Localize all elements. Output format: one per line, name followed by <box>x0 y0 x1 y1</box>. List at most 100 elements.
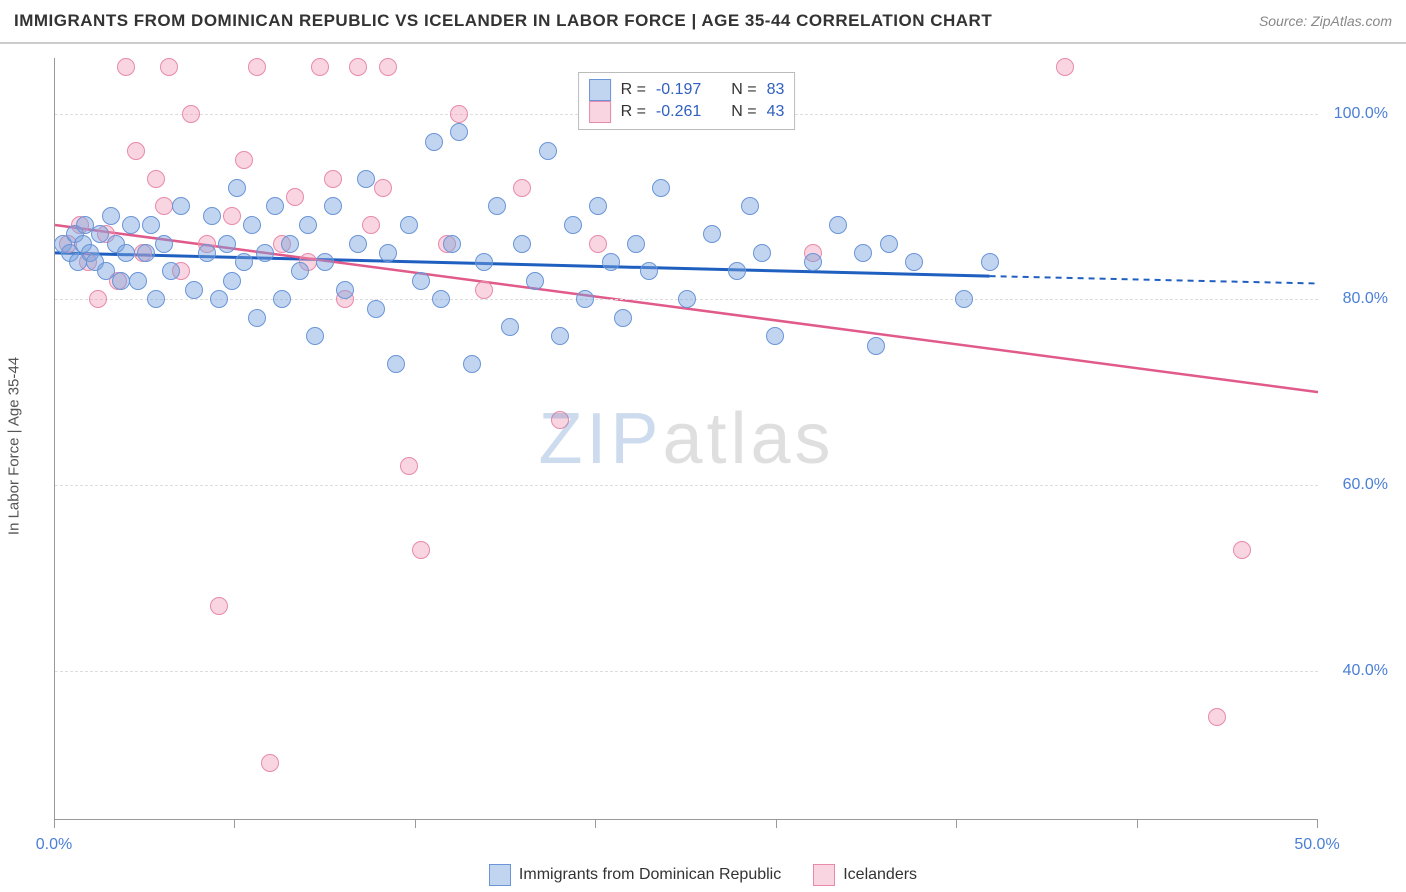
data-point <box>589 197 607 215</box>
data-point <box>829 216 847 234</box>
data-point <box>703 225 721 243</box>
data-point <box>905 253 923 271</box>
plot-container: ZIPatlas R = -0.197 N = 83 R = -0.261 N … <box>44 44 1398 848</box>
data-point <box>379 244 397 262</box>
data-point <box>526 272 544 290</box>
data-point <box>867 337 885 355</box>
data-point <box>804 253 822 271</box>
data-point <box>551 327 569 345</box>
data-point <box>678 290 696 308</box>
data-point <box>475 281 493 299</box>
data-point <box>117 244 135 262</box>
data-point <box>432 290 450 308</box>
y-tick-label: 80.0% <box>1343 290 1388 308</box>
chart-title: IMMIGRANTS FROM DOMINICAN REPUBLIC VS IC… <box>14 11 992 31</box>
x-tick <box>595 820 596 828</box>
data-point <box>400 457 418 475</box>
data-point <box>443 235 461 253</box>
data-point <box>854 244 872 262</box>
data-point <box>362 216 380 234</box>
correlation-legend: R = -0.197 N = 83 R = -0.261 N = 43 <box>578 72 796 130</box>
gridline <box>55 671 1318 672</box>
data-point <box>324 197 342 215</box>
data-point <box>753 244 771 262</box>
data-point <box>223 207 241 225</box>
data-point <box>281 235 299 253</box>
watermark: ZIPatlas <box>538 398 834 480</box>
data-point <box>357 170 375 188</box>
x-tick <box>415 820 416 828</box>
x-tick <box>1317 820 1318 828</box>
data-point <box>652 179 670 197</box>
data-point <box>266 197 284 215</box>
data-point <box>198 244 216 262</box>
n-value-2: 43 <box>767 103 785 121</box>
x-tick <box>54 820 55 828</box>
data-point <box>273 290 291 308</box>
data-point <box>155 235 173 253</box>
data-point <box>1208 708 1226 726</box>
legend-label-1: Immigrants from Dominican Republic <box>519 866 781 884</box>
data-point <box>412 541 430 559</box>
y-tick-label: 40.0% <box>1343 662 1388 680</box>
data-point <box>349 235 367 253</box>
data-point <box>475 253 493 271</box>
legend-item-series1: Immigrants from Dominican Republic <box>489 864 781 886</box>
data-point <box>1056 58 1074 76</box>
data-point <box>450 105 468 123</box>
swatch-blue <box>489 864 511 886</box>
data-point <box>1233 541 1251 559</box>
x-tick <box>234 820 235 828</box>
x-tick <box>1137 820 1138 828</box>
legend-item-series2: Icelanders <box>813 864 917 886</box>
x-tick <box>776 820 777 828</box>
data-point <box>589 235 607 253</box>
data-point <box>223 272 241 290</box>
data-point <box>235 151 253 169</box>
data-point <box>286 188 304 206</box>
watermark-suffix: atlas <box>662 399 834 479</box>
data-point <box>367 300 385 318</box>
data-point <box>488 197 506 215</box>
data-point <box>261 754 279 772</box>
data-point <box>256 244 274 262</box>
data-point <box>243 216 261 234</box>
data-point <box>127 142 145 160</box>
data-point <box>955 290 973 308</box>
swatch-pink <box>813 864 835 886</box>
data-point <box>640 262 658 280</box>
data-point <box>155 197 173 215</box>
x-tick-label: 0.0% <box>36 836 72 854</box>
data-point <box>539 142 557 160</box>
data-point <box>210 290 228 308</box>
data-point <box>564 216 582 234</box>
data-point <box>137 244 155 262</box>
data-point <box>400 216 418 234</box>
source-attribution: Source: ZipAtlas.com <box>1259 13 1392 29</box>
data-point <box>112 272 130 290</box>
data-point <box>602 253 620 271</box>
data-point <box>306 327 324 345</box>
data-point <box>880 235 898 253</box>
data-point <box>147 170 165 188</box>
data-point <box>450 123 468 141</box>
n-label: N = <box>731 103 756 121</box>
y-axis-label: In Labor Force | Age 35-44 <box>6 357 23 535</box>
data-point <box>160 58 178 76</box>
x-tick-label: 50.0% <box>1294 836 1339 854</box>
swatch-blue <box>589 79 611 101</box>
x-tick <box>956 820 957 828</box>
data-point <box>117 58 135 76</box>
trendlines-svg <box>55 58 1318 819</box>
data-point <box>291 262 309 280</box>
data-point <box>203 207 221 225</box>
data-point <box>210 597 228 615</box>
data-point <box>501 318 519 336</box>
data-point <box>576 290 594 308</box>
data-point <box>741 197 759 215</box>
data-point <box>349 58 367 76</box>
r-value-1: -0.197 <box>656 81 701 99</box>
data-point <box>463 355 481 373</box>
data-point <box>316 253 334 271</box>
data-point <box>228 179 246 197</box>
